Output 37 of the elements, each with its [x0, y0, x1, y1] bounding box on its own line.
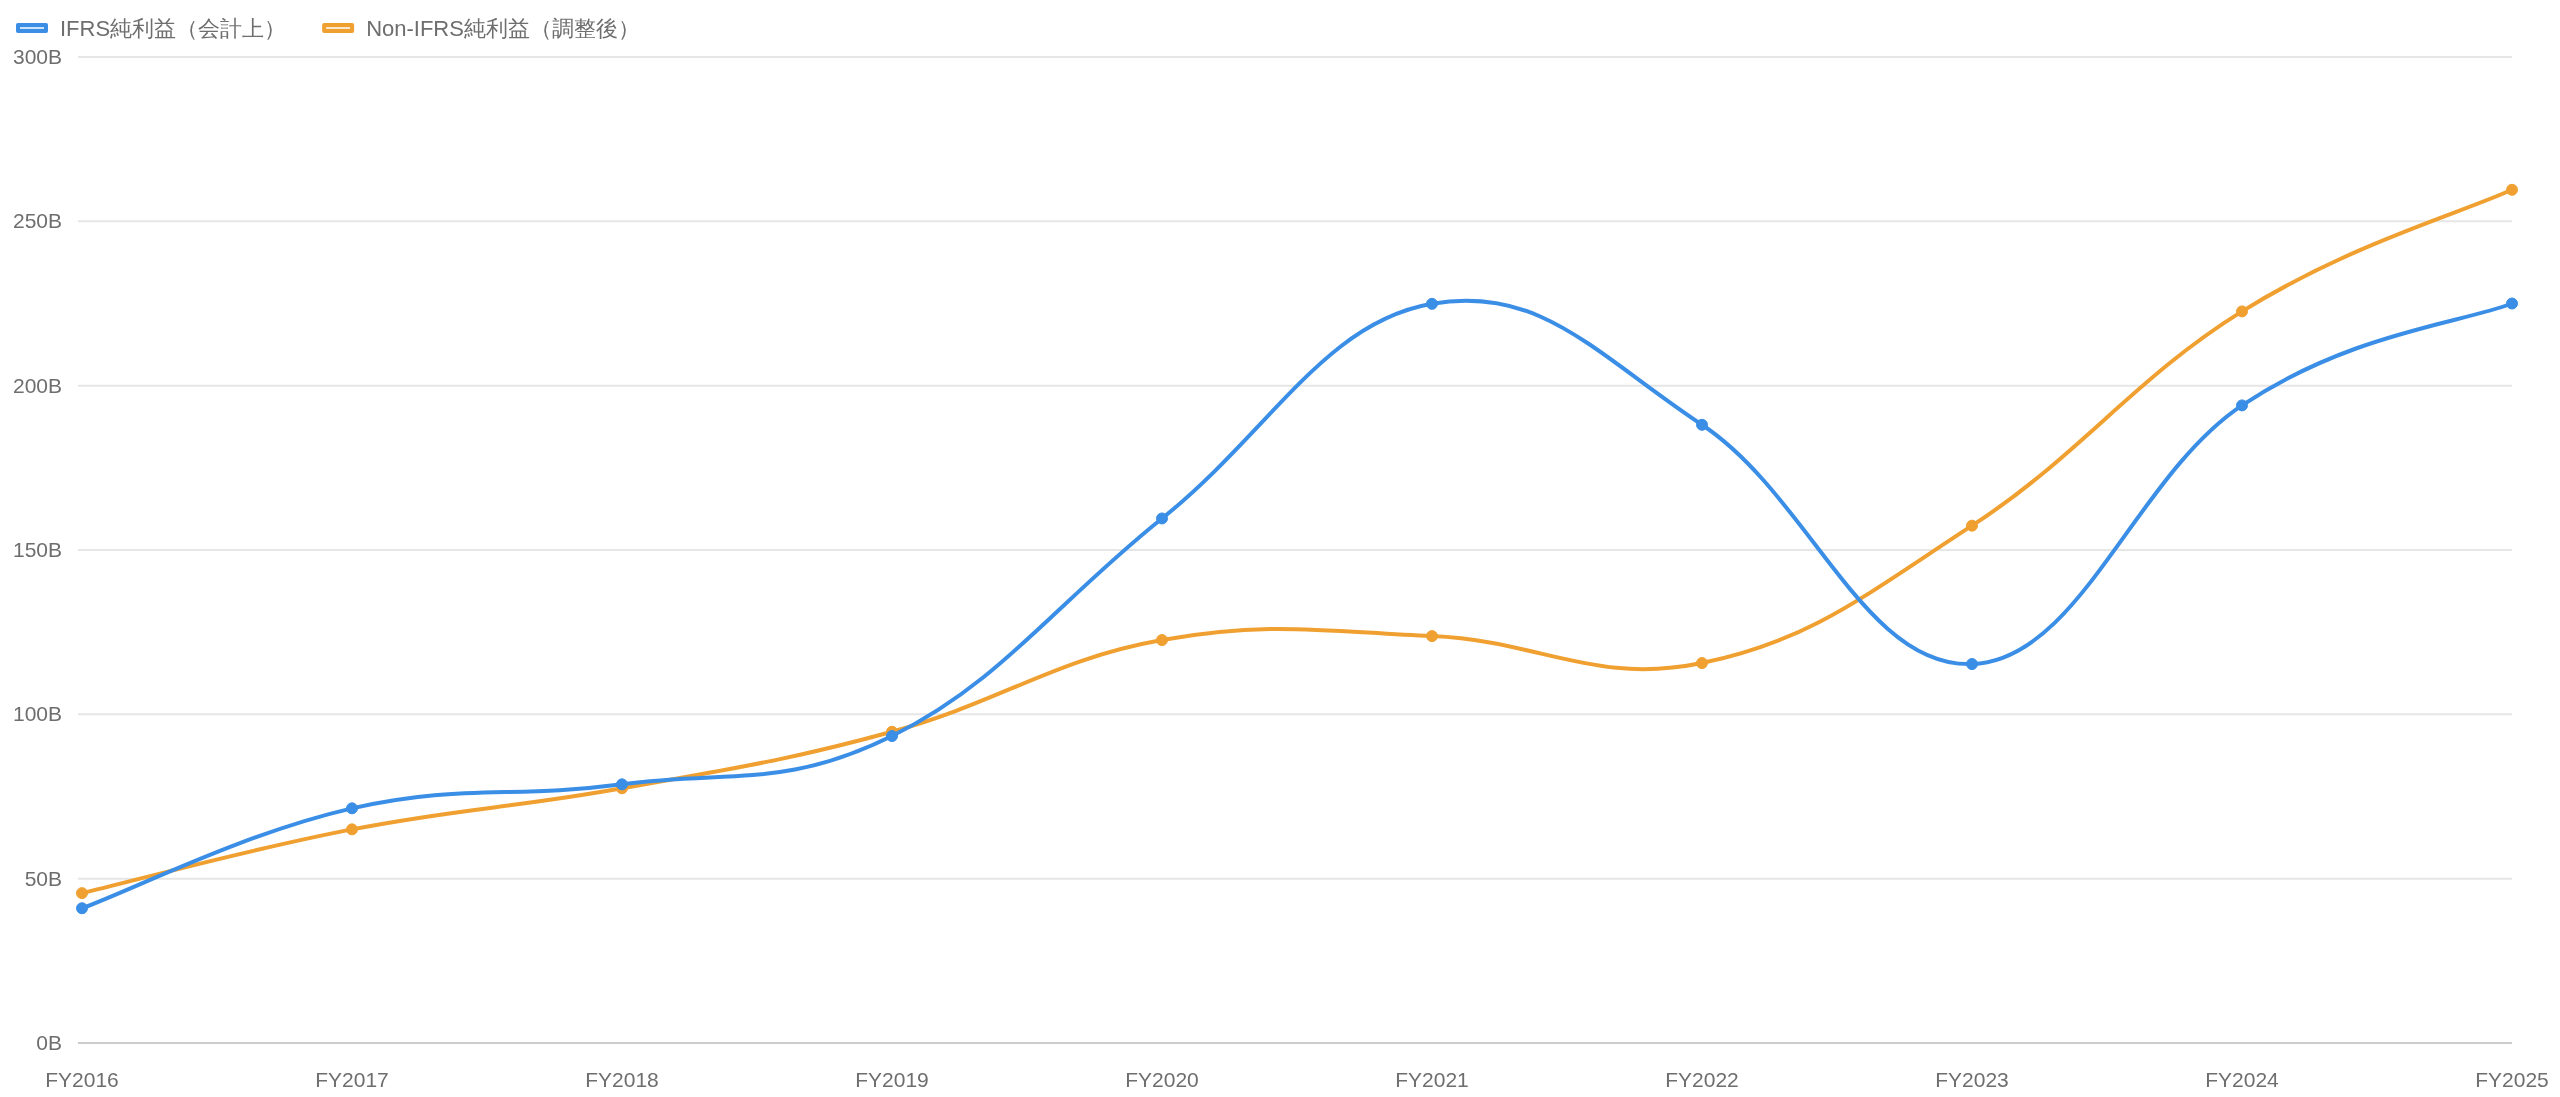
y-tick-label: 300B	[12, 45, 62, 68]
point	[1426, 297, 1438, 310]
x-tick-label: FY2019	[855, 1068, 929, 1091]
x-tick-label: FY2023	[1935, 1068, 2009, 1091]
point	[2236, 305, 2248, 318]
point	[1426, 630, 1438, 643]
legend-label: IFRS純利益（会計上）	[60, 16, 287, 41]
x-tick-label: FY2018	[585, 1068, 659, 1091]
y-tick-label: 100B	[12, 702, 62, 726]
x-tick-label: FY2024	[2205, 1068, 2280, 1091]
point	[1156, 512, 1168, 525]
point	[1696, 418, 1708, 431]
y-tick-label: 0B	[36, 1031, 62, 1054]
point	[76, 902, 88, 915]
x-tick-label: FY2025	[2475, 1068, 2549, 1091]
point	[1966, 519, 1978, 532]
x-tick-label: FY2021	[1395, 1068, 1469, 1091]
point	[886, 730, 898, 743]
point	[616, 778, 628, 791]
legend-label: Non-IFRS純利益（調整後）	[366, 16, 640, 41]
point	[1696, 657, 1708, 670]
point	[2506, 183, 2518, 196]
point	[1966, 658, 1978, 671]
x-tick-label: FY2017	[315, 1068, 389, 1091]
point	[2506, 297, 2518, 310]
x-tick-label: FY2020	[1125, 1068, 1199, 1091]
y-tick-label: 200B	[12, 373, 62, 397]
point	[2236, 399, 2248, 412]
y-tick-label: 250B	[12, 209, 62, 233]
y-tick-label: 150B	[12, 538, 62, 561]
point	[76, 887, 88, 900]
point	[346, 802, 358, 815]
point	[346, 823, 358, 836]
x-tick-label: FY2016	[45, 1068, 119, 1091]
point	[1156, 634, 1168, 647]
y-tick-label: 50B	[24, 866, 62, 890]
x-tick-label: FY2022	[1665, 1068, 1739, 1091]
